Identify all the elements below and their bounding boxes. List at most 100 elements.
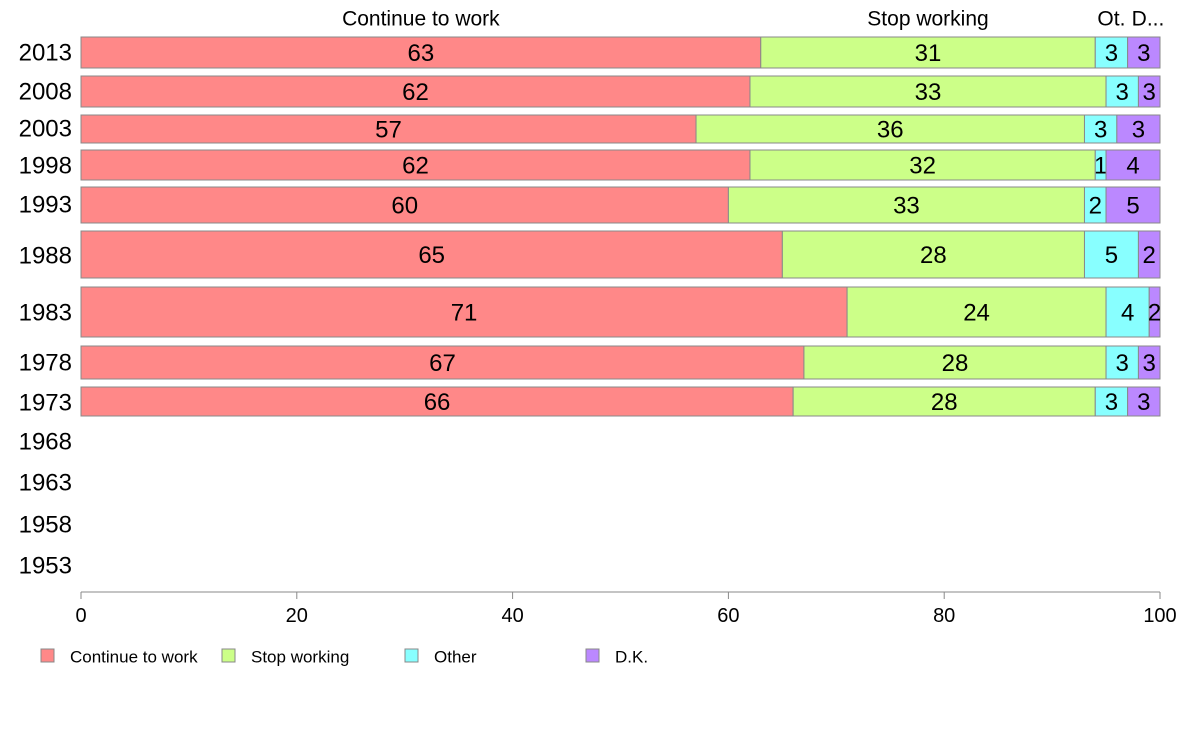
data-label-2003-continue-to-work: 57 xyxy=(375,117,402,144)
data-label-1998-stop-working: 32 xyxy=(909,153,936,180)
bar-2008-d-k- xyxy=(1137,75,1161,108)
data-label-2013-stop-working: 31 xyxy=(915,40,942,67)
bar-2013-stop-working xyxy=(760,36,1096,69)
series-header-stop-working: Stop working xyxy=(867,8,988,31)
data-label-1993-continue-to-work: 60 xyxy=(391,193,418,220)
data-label-2013-other: 3 xyxy=(1105,40,1118,67)
data-label-2008-other: 3 xyxy=(1116,79,1129,106)
category-label-1983: 1983 xyxy=(19,300,72,327)
legend-swatch-d-k- xyxy=(585,648,600,663)
data-label-1973-d-k-: 3 xyxy=(1137,389,1150,416)
x-tick-label-100: 100 xyxy=(1143,605,1176,627)
legend-label-other: Other xyxy=(434,648,477,667)
data-label-1983-continue-to-work: 71 xyxy=(451,300,478,327)
data-label-2008-d-k-: 3 xyxy=(1143,79,1156,106)
x-tick-label-0: 0 xyxy=(75,605,86,627)
category-label-1993: 1993 xyxy=(19,192,72,219)
data-label-1983-other: 4 xyxy=(1121,300,1134,327)
data-label-1973-other: 3 xyxy=(1105,389,1118,416)
category-label-1998: 1998 xyxy=(19,153,72,180)
category-label-1988: 1988 xyxy=(19,243,72,270)
data-label-1973-continue-to-work: 66 xyxy=(424,389,451,416)
category-label-1978: 1978 xyxy=(19,350,72,377)
data-label-1983-d-k-: 2 xyxy=(1148,300,1161,327)
data-label-2003-other: 3 xyxy=(1094,117,1107,144)
bar-1973-d-k- xyxy=(1127,386,1161,417)
bar-1978-continue-to-work xyxy=(80,345,805,380)
category-labels: 2013 2008 2003 1998 1993 1988 1983 1978 1973 1968… xyxy=(19,40,72,580)
data-label-1983-stop-working: 24 xyxy=(963,300,990,327)
bar-1983-stop-working xyxy=(846,286,1107,338)
data-label-1978-stop-working: 28 xyxy=(942,350,969,377)
x-axis: 0 20 40 60 80 100 xyxy=(75,591,1177,627)
bar-2003-continue-to-work xyxy=(80,114,697,144)
data-label-1978-d-k-: 3 xyxy=(1143,350,1156,377)
bar-1983-d-k- xyxy=(1148,286,1161,338)
data-label-1988-d-k-: 2 xyxy=(1143,242,1156,269)
legend-swatch-continue-to-work xyxy=(40,648,55,663)
bar-1993-continue-to-work xyxy=(80,186,729,224)
data-label-2013-continue-to-work: 63 xyxy=(408,40,435,67)
legend-swatch-stop-working xyxy=(221,648,236,663)
x-tick-label-80: 80 xyxy=(933,605,955,627)
bar-2013-d-k- xyxy=(1127,36,1161,69)
bar-1978-other xyxy=(1105,345,1139,380)
bar-1998-stop-working xyxy=(749,149,1096,181)
series-headers: Continue to work Stop working Ot. D... xyxy=(342,8,1164,31)
data-label-1973-stop-working: 28 xyxy=(931,389,958,416)
bar-1998-d-k- xyxy=(1105,149,1161,181)
bar-2008-other xyxy=(1105,75,1139,108)
category-label-1973: 1973 xyxy=(19,390,72,417)
data-label-2008-stop-working: 33 xyxy=(915,79,942,106)
bar-1993-stop-working xyxy=(727,186,1085,224)
bar-1978-d-k- xyxy=(1137,345,1161,380)
bar-1988-continue-to-work xyxy=(80,230,783,279)
legend-label-continue-to-work: Continue to work xyxy=(70,648,198,667)
data-label-1993-d-k-: 5 xyxy=(1126,193,1139,220)
bar-2003-d-k- xyxy=(1116,114,1161,144)
data-label-2003-stop-working: 36 xyxy=(877,117,904,144)
bar-1973-other xyxy=(1094,386,1129,417)
series-header-d-k-: D... xyxy=(1132,8,1165,31)
bar-1993-d-k- xyxy=(1105,186,1161,224)
bars-group: 63 31 3 362 33 3 357 36 3 362 32 1 460 33 2 565 28 5 271 24… xyxy=(80,36,1161,417)
bar-1983-continue-to-work xyxy=(80,286,848,338)
data-label-1998-d-k-: 4 xyxy=(1126,153,1139,180)
data-label-1988-stop-working: 28 xyxy=(920,242,947,269)
data-label-1998-other: 1 xyxy=(1094,153,1107,180)
legend: Continue to work Stop working Other D.K. xyxy=(40,648,648,667)
data-label-2008-continue-to-work: 62 xyxy=(402,79,429,106)
category-label-2003: 2003 xyxy=(19,116,72,143)
bar-2008-continue-to-work xyxy=(80,75,751,108)
legend-label-d-k-: D.K. xyxy=(615,648,648,667)
bar-1988-stop-working xyxy=(781,230,1085,279)
data-label-1988-other: 5 xyxy=(1105,242,1118,269)
x-tick-label-40: 40 xyxy=(501,605,523,627)
bar-2003-stop-working xyxy=(695,114,1085,144)
bar-1998-continue-to-work xyxy=(80,149,751,181)
category-label-1963: 1963 xyxy=(19,470,72,497)
legend-swatch-other xyxy=(404,648,419,663)
x-tick-label-20: 20 xyxy=(286,605,308,627)
legend-label-stop-working: Stop working xyxy=(251,648,349,667)
category-label-1958: 1958 xyxy=(19,512,72,539)
data-label-2013-d-k-: 3 xyxy=(1137,40,1150,67)
bar-2013-other xyxy=(1094,36,1129,69)
x-tick-label-60: 60 xyxy=(717,605,739,627)
bar-2003-other xyxy=(1083,114,1118,144)
category-label-1953: 1953 xyxy=(19,553,72,580)
category-label-2013: 2013 xyxy=(19,40,72,67)
data-label-1988-continue-to-work: 65 xyxy=(418,242,445,269)
series-header-other: Ot. xyxy=(1097,8,1125,31)
data-label-1993-stop-working: 33 xyxy=(893,193,920,220)
category-label-2008: 2008 xyxy=(19,79,72,106)
data-label-1993-other: 2 xyxy=(1089,193,1102,220)
bar-1978-stop-working xyxy=(803,345,1107,380)
bar-2013-continue-to-work xyxy=(80,36,762,69)
series-header-continue-to-work: Continue to work xyxy=(342,8,500,31)
data-label-2003-d-k-: 3 xyxy=(1132,117,1145,144)
bar-1973-stop-working xyxy=(792,386,1096,417)
data-label-1978-other: 3 xyxy=(1116,350,1129,377)
bar-1988-d-k- xyxy=(1137,230,1161,279)
